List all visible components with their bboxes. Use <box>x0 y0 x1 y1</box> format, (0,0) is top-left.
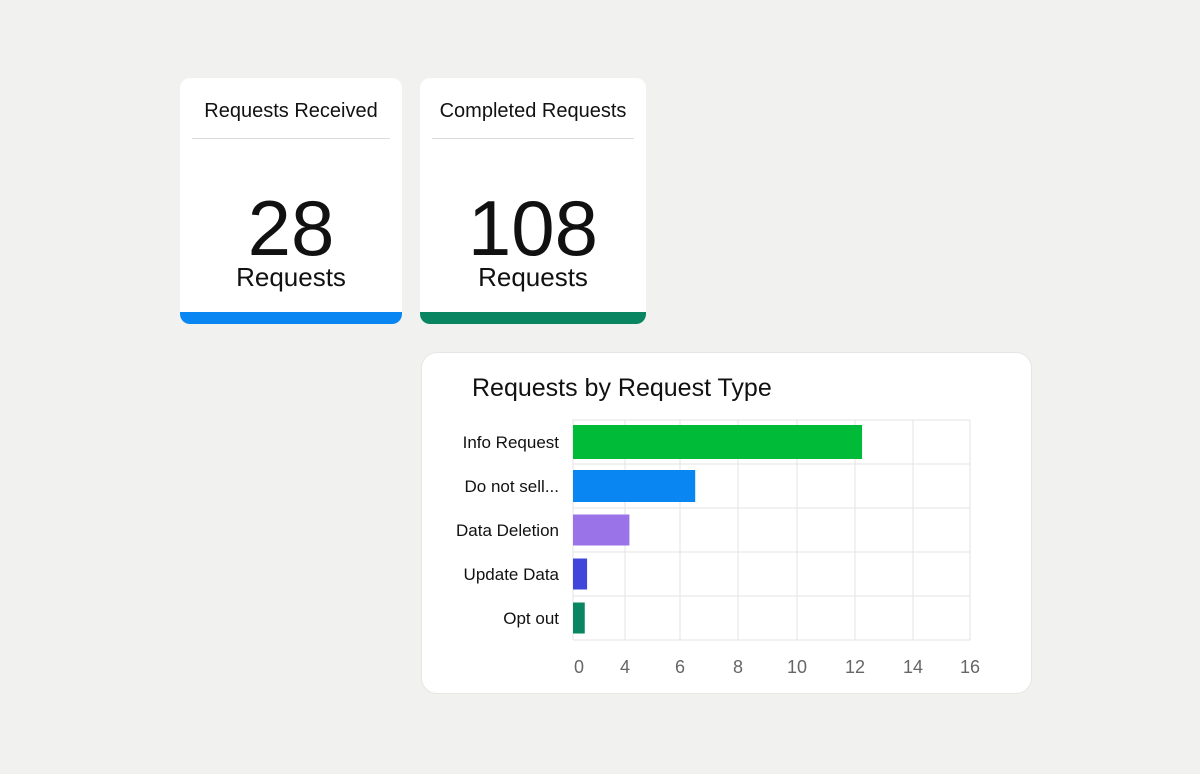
x-tick-label: 14 <box>903 657 923 677</box>
bar-update-data <box>573 558 588 590</box>
completed-requests-card: Completed Requests 108 Requests <box>420 78 646 324</box>
requests-received-value: 28 <box>247 184 335 272</box>
x-tick-label: 0 <box>574 657 584 677</box>
completed-requests-accent-bar <box>420 312 646 324</box>
category-label: Info Request <box>463 433 560 452</box>
x-tick-label: 16 <box>960 657 980 677</box>
completed-requests-title: Completed Requests <box>432 98 634 139</box>
bar-data-deletion <box>573 514 630 546</box>
category-label: Data Deletion <box>456 521 559 540</box>
category-label: Update Data <box>464 565 560 584</box>
requests-received-title: Requests Received <box>192 98 390 139</box>
bar-info-request <box>573 425 863 459</box>
requests-by-type-chart: Info Request Do not sell... Data Deletion U… <box>456 419 980 677</box>
requests-received-unit: Requests <box>236 262 346 292</box>
bar-do-not-sell <box>573 470 696 502</box>
x-tick-label: 6 <box>675 657 685 677</box>
x-tick-label: 10 <box>787 657 807 677</box>
bar-opt-out <box>573 602 585 634</box>
completed-requests-unit: Requests <box>478 262 588 292</box>
x-tick-label: 12 <box>845 657 865 677</box>
requests-received-card: Requests Received 28 Requests <box>180 78 402 324</box>
requests-by-type-card: Requests by Request Type Info Request Do … <box>421 352 1032 694</box>
completed-requests-value: 108 <box>467 184 599 272</box>
chart-title: Requests by Request Type <box>472 374 772 402</box>
category-label: Do not sell... <box>465 477 560 496</box>
x-tick-label: 8 <box>733 657 743 677</box>
x-tick-label: 4 <box>620 657 630 677</box>
requests-received-accent-bar <box>180 312 402 324</box>
category-label: Opt out <box>503 609 559 628</box>
